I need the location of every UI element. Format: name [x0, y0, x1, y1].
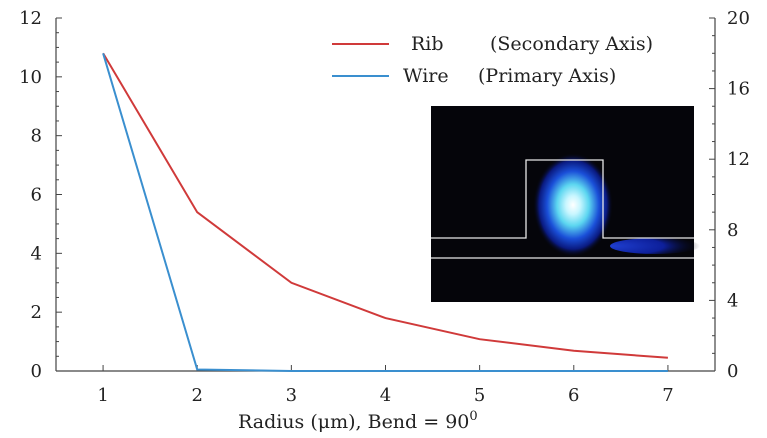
x-tick-label: 4 — [380, 385, 391, 406]
left-y-tick-label: 12 — [19, 8, 42, 29]
x-tick-label: 5 — [474, 385, 485, 406]
left-y-ticks: 0 2 4 6 8 10 12 — [19, 8, 62, 382]
mode-profile-inset — [431, 106, 700, 302]
rib-outline — [431, 159, 694, 239]
series-line-wire — [102, 53, 668, 372]
x-tick-label: 7 — [662, 385, 673, 406]
legend-note-wire: (Primary Axis) — [478, 65, 616, 87]
x-tick-label: 2 — [191, 385, 202, 406]
left-y-tick-label: 2 — [31, 302, 42, 323]
right-y-tick-label: 0 — [727, 361, 738, 382]
legend: Rib (Secondary Axis) Wire (Primary Axis) — [332, 33, 653, 87]
right-y-tick-label: 16 — [727, 79, 750, 100]
x-axis-label: Radius (μm), Bend = 900 — [238, 409, 478, 433]
legend-label-rib: Rib — [411, 33, 444, 55]
right-y-tick-label: 12 — [727, 149, 750, 170]
mode-tail — [610, 238, 700, 254]
left-y-tick-label: 8 — [31, 126, 42, 147]
right-y-tick-label: 20 — [727, 8, 750, 29]
right-y-ticks: 0 4 8 12 16 20 — [709, 8, 750, 382]
x-ticks: 1 2 3 4 5 6 7 — [97, 365, 674, 406]
left-y-tick-label: 6 — [31, 185, 42, 206]
x-tick-label: 1 — [97, 385, 108, 406]
legend-note-rib: (Secondary Axis) — [490, 33, 653, 55]
left-y-tick-label: 0 — [31, 361, 42, 382]
right-y-tick-label: 4 — [727, 290, 738, 311]
x-tick-label: 3 — [286, 385, 297, 406]
left-y-tick-label: 4 — [31, 243, 42, 264]
left-y-tick-label: 10 — [19, 67, 42, 88]
mode-spot — [533, 153, 613, 257]
series-line-rib — [102, 52, 668, 359]
x-tick-label: 6 — [568, 385, 579, 406]
right-y-tick-label: 8 — [727, 220, 738, 241]
legend-label-wire: Wire — [403, 65, 449, 87]
